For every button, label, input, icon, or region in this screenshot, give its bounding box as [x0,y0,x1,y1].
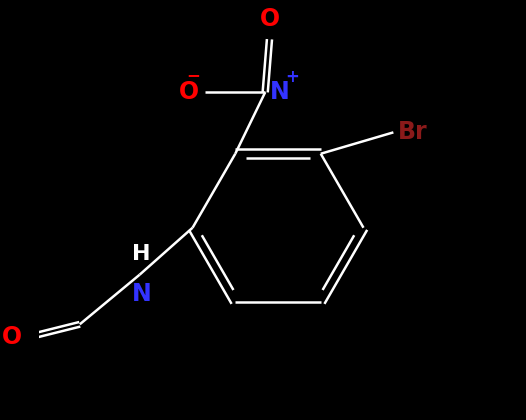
Text: N: N [270,80,290,104]
Text: −: − [186,66,200,84]
Text: N: N [132,281,151,306]
Text: O: O [178,80,198,104]
Text: O: O [2,325,22,349]
Text: H: H [132,244,150,265]
Text: +: + [286,68,299,86]
Text: O: O [259,7,279,31]
Text: Br: Br [398,121,427,144]
